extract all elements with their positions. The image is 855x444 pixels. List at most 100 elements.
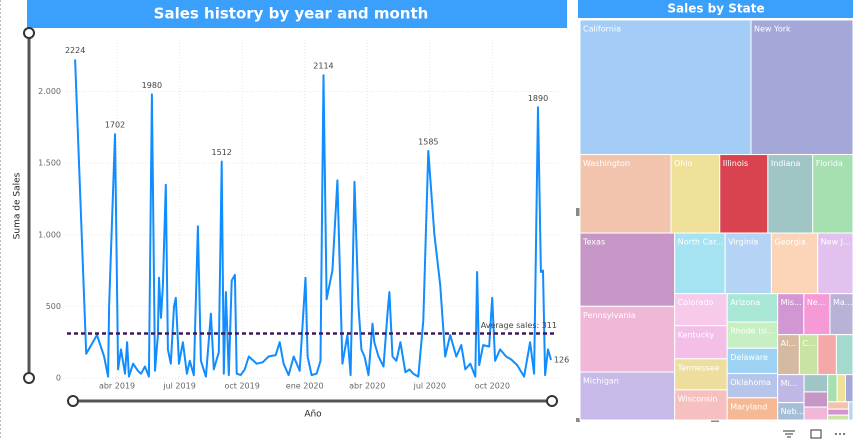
state-label: Rhode Isl... <box>730 326 774 335</box>
state-tile <box>579 232 676 307</box>
state-label: Delaware <box>730 353 768 362</box>
state-label: New J... <box>821 238 851 247</box>
y-slider[interactable] <box>23 27 35 384</box>
state-label: Florida <box>816 159 843 168</box>
state-label: North Car... <box>678 238 724 247</box>
state-tile <box>817 334 837 376</box>
state-label: Colorado <box>678 298 714 307</box>
title-bar <box>578 0 853 18</box>
state-tile <box>674 358 728 391</box>
data-label: 1585 <box>418 137 438 146</box>
state-label: California <box>583 25 621 34</box>
state-label: Ohio <box>674 159 693 168</box>
sales-line <box>74 59 552 378</box>
slider-handle[interactable] <box>546 395 558 407</box>
state-label: Virginia <box>728 238 758 247</box>
state-tile <box>845 374 854 403</box>
state-label: Ne... <box>807 298 826 307</box>
state-tile <box>579 305 676 373</box>
more-icon[interactable] <box>835 433 845 435</box>
state-label: Tennessee <box>677 363 720 372</box>
state-label: Indiana <box>771 159 801 168</box>
treemap: California New York Washington Ohio Illinois… <box>579 19 854 421</box>
state-tile <box>803 391 829 408</box>
state-label: Illinois <box>723 159 748 168</box>
state-tile <box>579 371 676 421</box>
chart-title: Sales by State <box>667 2 764 16</box>
title-bar <box>27 0 567 28</box>
state-tile <box>827 401 850 410</box>
state-tile <box>803 374 829 393</box>
average-label: Average sales: 311 <box>481 321 557 330</box>
state-tile <box>827 408 850 416</box>
resize-handle <box>576 418 580 422</box>
data-label: 2224 <box>65 46 85 55</box>
state-tile <box>812 154 854 234</box>
state-label: Al... <box>781 339 796 348</box>
slider-handle[interactable] <box>23 372 35 384</box>
state-label: Washington <box>583 159 630 168</box>
y-tick-label: 0 <box>56 374 61 383</box>
y-tick-label: 1.000 <box>38 230 61 239</box>
state-label: Mis... <box>781 298 802 307</box>
state-tile <box>674 232 726 295</box>
state-label: Mi... <box>781 379 798 388</box>
state-tile <box>770 232 819 295</box>
y-axis-title: Suma de Sales <box>13 172 23 239</box>
state-tile <box>827 414 850 421</box>
state-tile <box>848 401 854 421</box>
state-tile <box>836 374 847 403</box>
plot: 0 500 1.000 1.500 2.000 abr 2019 jul 2019 oct 2… <box>38 40 569 391</box>
state-tile <box>803 406 829 421</box>
state-label: C... <box>802 339 815 348</box>
state-tile <box>579 19 752 156</box>
state-label: Ma... <box>833 298 852 307</box>
x-slider[interactable] <box>67 395 558 407</box>
x-tick-label: oct 2020 <box>475 382 510 391</box>
state-tile <box>835 334 854 376</box>
state-tile <box>674 389 728 421</box>
y-tick-label: 500 <box>46 302 61 311</box>
state-label: Georgia <box>774 238 805 247</box>
filter-icon[interactable] <box>783 430 795 438</box>
state-tile <box>726 347 779 375</box>
state-label: Neb... <box>781 407 805 416</box>
state-tile <box>674 325 728 360</box>
slider-handle[interactable] <box>23 27 35 39</box>
x-tick-label: oct 2019 <box>224 382 259 391</box>
x-tick-label: jul 2020 <box>413 382 446 391</box>
slider-handle[interactable] <box>67 395 79 407</box>
state-label: Maryland <box>730 402 767 411</box>
x-tick-label: abr 2019 <box>99 382 135 391</box>
state-label: Michigan <box>583 377 619 386</box>
state-label: Texas <box>582 238 605 247</box>
focus-icon[interactable] <box>810 429 822 439</box>
data-label: 126 <box>554 355 569 364</box>
visual-toolbar[interactable] <box>783 429 845 439</box>
state-tile <box>767 154 814 234</box>
x-axis-title: Año <box>304 410 322 420</box>
state-tile <box>726 373 779 399</box>
data-label: 1702 <box>105 121 125 130</box>
state-tile <box>817 232 854 295</box>
x-tick-label: abr 2020 <box>349 382 385 391</box>
state-tile <box>827 374 838 403</box>
state-label: Pennsylvania <box>583 311 636 320</box>
chart-title: Sales history by year and month <box>154 5 429 23</box>
y-tick-label: 2.000 <box>38 87 61 96</box>
x-tick-label: ene 2020 <box>286 382 324 391</box>
state-label: Arizona <box>730 298 760 307</box>
state-tile <box>674 293 728 327</box>
resize-handle <box>576 208 580 216</box>
state-label: Wisconsin <box>678 394 718 403</box>
state-label: Kentucky <box>678 330 715 339</box>
data-label: 2114 <box>313 62 333 71</box>
state-label: New York <box>754 25 791 34</box>
data-label: 1980 <box>142 81 162 90</box>
x-tick-label: jul 2019 <box>162 382 195 391</box>
state-label: Oklahoma <box>730 378 771 387</box>
data-label: 1512 <box>212 148 232 157</box>
data-label: 1890 <box>528 94 548 103</box>
y-tick-label: 1.500 <box>38 159 61 168</box>
